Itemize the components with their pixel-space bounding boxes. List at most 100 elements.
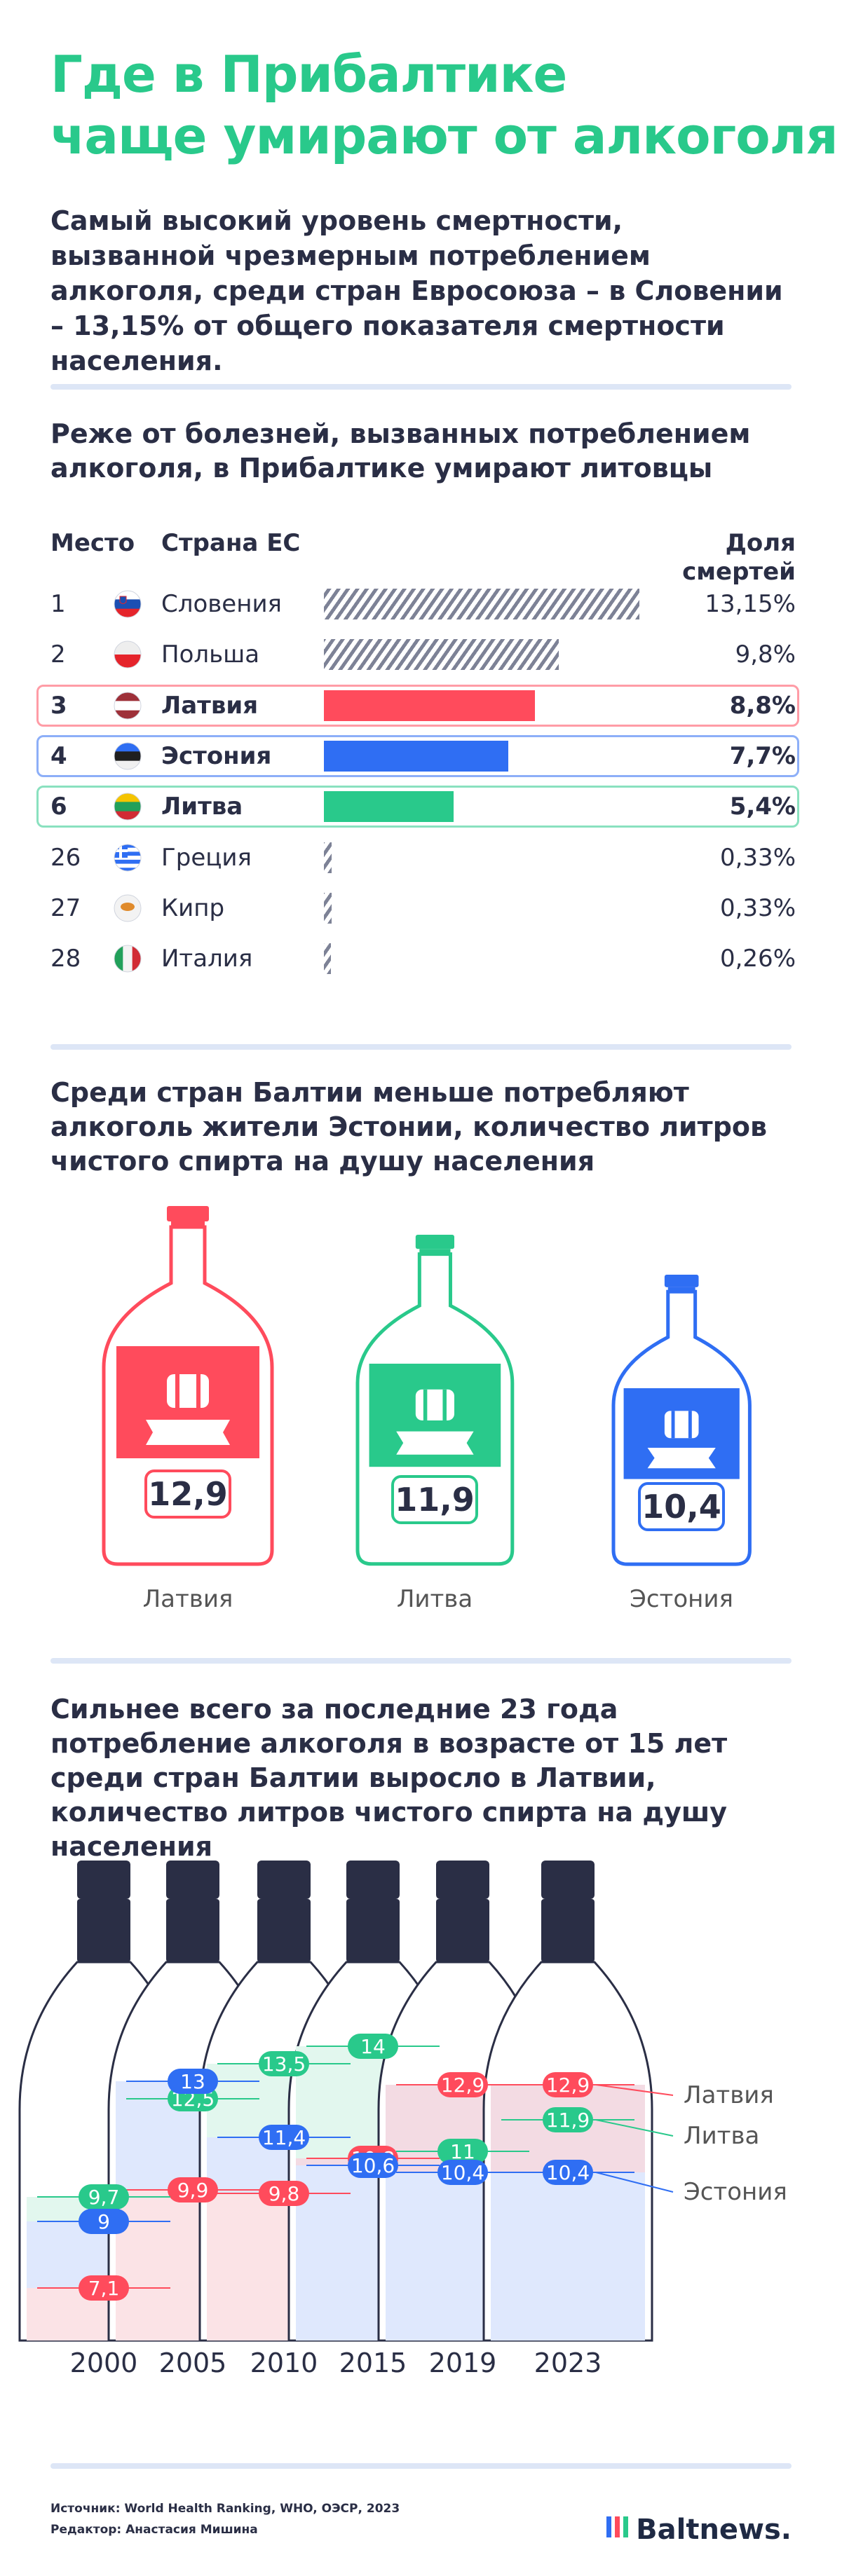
country-label: Латвия: [161, 691, 259, 720]
header-rank: Место: [50, 529, 135, 557]
flag-holder: [114, 844, 142, 872]
bottle-country-label: Литва: [396, 1585, 473, 1613]
share-value-label: 9,8%: [735, 640, 796, 669]
section1-title: Реже от болезней, вызванных потреблением…: [50, 418, 751, 484]
data-point-Латвия: [543, 2072, 593, 2097]
divider: [50, 2463, 792, 2469]
share-value-label: 13,15%: [705, 590, 796, 618]
header-country: Страна ЕС: [161, 529, 301, 557]
year-label: 2015: [339, 2348, 407, 2378]
data-point-Эстония: [79, 2209, 129, 2234]
country-label: Кипр: [161, 893, 225, 922]
rank-label: 27: [50, 893, 81, 922]
highlight-row-frame: [36, 684, 799, 727]
data-point-Литва: [543, 2107, 593, 2132]
bar-mark: [324, 791, 454, 823]
share-value-label: 5,4%: [729, 793, 796, 821]
highlight-row-frame: [36, 786, 799, 828]
legend-label-2: Литва: [684, 2122, 759, 2150]
rank-label: 6: [50, 793, 67, 821]
data-label: 13,5: [262, 2053, 306, 2076]
bottle-country-label: Латвия: [142, 1585, 233, 1613]
data-point-Литва: [348, 2034, 398, 2059]
bottle-country-label: Эстония: [630, 1585, 733, 1613]
divider: [50, 1658, 792, 1664]
data-point-Латвия: [168, 2177, 218, 2202]
data-point-Латвия: [259, 2181, 309, 2206]
data-label: 12,9: [441, 2074, 484, 2097]
legend-connector: [595, 2119, 674, 2137]
legend-connector: [595, 2084, 674, 2096]
data-point-Латвия: [79, 2275, 129, 2301]
rank-label: 26: [50, 843, 81, 872]
data-label: 7,1: [88, 2277, 120, 2300]
bar-mark: [324, 639, 559, 671]
bottle-value-label: 11,9: [391, 1474, 478, 1524]
country-label: Польша: [161, 640, 260, 669]
latvia-flag-icon: [114, 692, 142, 720]
estonia-flag-icon: [114, 742, 142, 770]
lead-text: Самый высокий уровень смертности, вызван…: [50, 205, 783, 376]
data-label: 14: [360, 2035, 386, 2058]
data-point-Литва: [437, 2139, 488, 2164]
data-label: 9,9: [177, 2179, 209, 2202]
data-label: 11,4: [262, 2126, 306, 2149]
legend-connector: [595, 2172, 674, 2193]
logo-text: Baltnews.: [636, 2514, 792, 2546]
cyprus-flag-icon: [114, 894, 142, 922]
data-point-Литва: [259, 2051, 309, 2076]
data-label: 9,7: [88, 2186, 120, 2209]
data-label: 11: [450, 2140, 475, 2163]
data-point-Эстония: [348, 2153, 398, 2178]
rank-label: 4: [50, 741, 67, 770]
country-label: Италия: [161, 945, 253, 973]
year-label: 2010: [250, 2348, 318, 2378]
data-label: 9,8: [269, 2182, 300, 2205]
divider: [50, 1044, 792, 1050]
flag-holder: [114, 793, 142, 821]
rank-label: 3: [50, 691, 67, 720]
data-point-Эстония: [543, 2160, 593, 2185]
data-label: 10,6: [351, 2154, 395, 2177]
header-share: Доля смертей: [682, 529, 796, 586]
data-label: 9: [97, 2210, 110, 2233]
title-line-2: чаще умирают от алкоголя: [50, 107, 838, 165]
title-line-1: Где в Прибалтике: [50, 45, 567, 104]
flag-holder: [114, 640, 142, 669]
share-value-label: 0,33%: [719, 893, 796, 922]
bottle-value-label: 10,4: [638, 1482, 725, 1532]
year-label: 2000: [69, 2348, 138, 2378]
year-label: 2023: [534, 2348, 602, 2378]
trend-chart: 7,19,99,810,812,912,9Латвия9,712,513,514…: [18, 1861, 787, 2342]
year-bottle: [482, 1861, 653, 2342]
logo-bars-icon: [606, 2514, 630, 2546]
year-label: 2005: [158, 2348, 227, 2378]
bottle-1: [102, 1206, 274, 1566]
data-label: 10,4: [441, 2161, 484, 2184]
flag-holder: [114, 590, 142, 618]
year-label: 2019: [428, 2348, 497, 2378]
page-title: Где в Прибалтике чаще умирают от алкогол…: [50, 43, 838, 167]
bar-mark: [324, 892, 332, 924]
source-text: Источник: World Health Ranking, WHO, ОЭС…: [50, 2502, 400, 2516]
section2-title: Среди стран Балтии меньше потребляют алк…: [50, 1077, 768, 1177]
italy-flag-icon: [114, 945, 142, 973]
flag-holder: [114, 945, 142, 973]
share-value-label: 7,7%: [729, 741, 796, 770]
legend-label-1: Латвия: [684, 2081, 774, 2109]
lithuania-flag-icon: [114, 793, 142, 821]
flag-holder: [114, 894, 142, 922]
editor-text: Редактор: Анастасия Мишина: [50, 2523, 258, 2537]
divider: [50, 384, 792, 390]
greece-flag-icon: [114, 844, 142, 871]
data-point-Эстония: [259, 2125, 309, 2150]
country-label: Греция: [161, 843, 252, 872]
data-label: 11,9: [546, 2109, 590, 2132]
highlight-row-frame: [36, 734, 799, 777]
country-label: Словения: [161, 590, 283, 618]
data-label: 12,9: [546, 2074, 590, 2097]
poland-flag-icon: [114, 640, 142, 669]
data-label: 13: [180, 2070, 205, 2093]
data-point-Латвия: [437, 2072, 488, 2097]
bar-mark: [324, 943, 331, 975]
